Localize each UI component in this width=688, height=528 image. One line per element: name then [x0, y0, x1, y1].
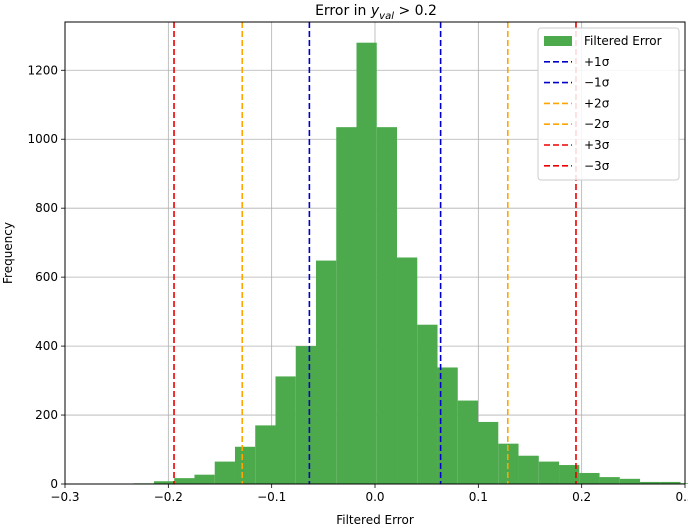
legend-label: −1σ	[584, 76, 610, 90]
legend-label: −2σ	[584, 117, 610, 131]
legend-box	[537, 27, 680, 181]
x-tick-label: −0.1	[257, 490, 286, 504]
histogram-bar	[457, 400, 479, 484]
y-tick-label: 600	[35, 270, 58, 284]
x-tick-label: 0.0	[365, 490, 384, 504]
histogram-bar	[214, 461, 235, 484]
histogram-bar	[194, 474, 215, 484]
histogram-bar	[478, 421, 499, 484]
histogram-bar	[295, 346, 316, 484]
y-tick-label: 0	[50, 477, 58, 491]
legend-label: −3σ	[584, 159, 610, 173]
histogram-bar	[579, 472, 600, 484]
histogram-bar	[255, 425, 276, 484]
histogram-bar	[518, 455, 539, 484]
legend: Filtered Error +1σ −1σ +2σ −2σ +3σ −3σ	[537, 27, 680, 181]
legend-swatch-histogram	[544, 36, 572, 46]
histogram-bar	[234, 446, 256, 484]
y-tick-label: 200	[35, 408, 58, 422]
legend-label: Filtered Error	[584, 34, 662, 48]
histogram-bar	[174, 478, 195, 484]
legend-label: +2σ	[584, 96, 610, 110]
y-tick-label: 1200	[27, 63, 58, 77]
x-tick-label: −0.3	[50, 490, 79, 504]
histogram-bars	[133, 42, 688, 485]
y-tick-label: 400	[35, 339, 58, 353]
histogram-bar	[660, 481, 681, 484]
legend-label: +3σ	[584, 138, 610, 152]
x-tick-label: −0.2	[154, 490, 183, 504]
legend-label: +1σ	[584, 55, 610, 69]
x-axis-label: Filtered Error	[336, 513, 414, 527]
y-tick-label: 800	[35, 201, 58, 215]
histogram-bar	[397, 257, 418, 484]
histogram-bar	[559, 465, 580, 484]
histogram-bar	[417, 324, 438, 484]
histogram-bar	[619, 478, 641, 484]
histogram-bar	[538, 461, 560, 484]
histogram-bar	[437, 367, 458, 484]
y-axis-label: Frequency	[1, 222, 15, 284]
histogram-bar	[315, 260, 337, 484]
x-tick-label: 0.3	[675, 490, 688, 504]
x-tick-label: 0.2	[572, 490, 591, 504]
chart-title: Error in yval > 0.2	[315, 3, 437, 22]
histogram-bar	[376, 127, 398, 485]
x-axis-ticks: −0.3 −0.2 −0.1 0.0 0.1 0.2 0.3	[50, 484, 688, 504]
histogram-bar	[356, 42, 377, 485]
y-axis-ticks: 0 200 400 600 800 1000 1200	[27, 63, 65, 491]
x-tick-label: 0.1	[469, 490, 488, 504]
y-tick-label: 1000	[27, 132, 58, 146]
histogram-bar	[336, 127, 357, 485]
histogram-bar	[640, 481, 661, 484]
histogram-bar	[275, 376, 296, 484]
histogram-bar	[599, 477, 620, 484]
histogram-bar	[153, 481, 175, 484]
